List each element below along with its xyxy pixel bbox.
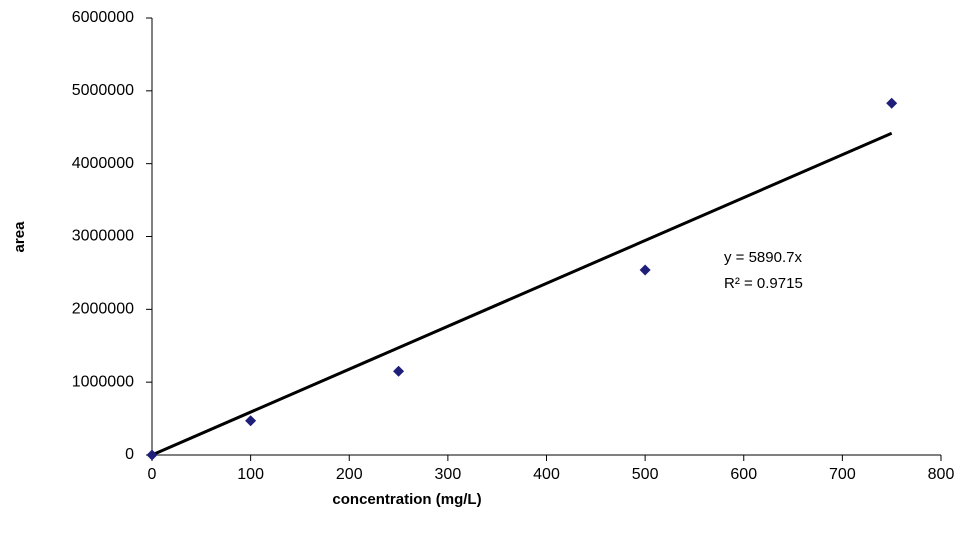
x-axis-title: concentration (mg/L) [332, 491, 481, 508]
x-tick-label: 0 [148, 466, 157, 483]
data-point [245, 415, 257, 427]
x-tick-label: 700 [829, 466, 856, 483]
y-tick-label: 5000000 [72, 82, 134, 99]
data-point [146, 449, 158, 461]
y-tick-label: 3000000 [72, 228, 134, 245]
trendline-equation: y = 5890.7x [724, 249, 802, 266]
x-tick-label: 800 [928, 466, 955, 483]
x-tick-label: 100 [237, 466, 264, 483]
y-tick-label: 6000000 [72, 9, 134, 26]
trendline [151, 131, 893, 457]
x-tick-label: 600 [730, 466, 757, 483]
x-tick-label: 300 [435, 466, 462, 483]
y-axis-title: area [11, 221, 28, 253]
y-tick-label: 4000000 [72, 155, 134, 172]
data-point [393, 365, 405, 377]
x-tick-label: 400 [533, 466, 560, 483]
data-point [886, 97, 898, 109]
y-tick-label: 0 [125, 446, 134, 463]
x-tick-label: 500 [632, 466, 659, 483]
r-squared: R² = 0.9715 [724, 275, 803, 292]
data-point [639, 264, 651, 276]
y-tick-label: 2000000 [72, 301, 134, 318]
x-tick-label: 200 [336, 466, 363, 483]
y-tick-label: 1000000 [72, 373, 134, 390]
